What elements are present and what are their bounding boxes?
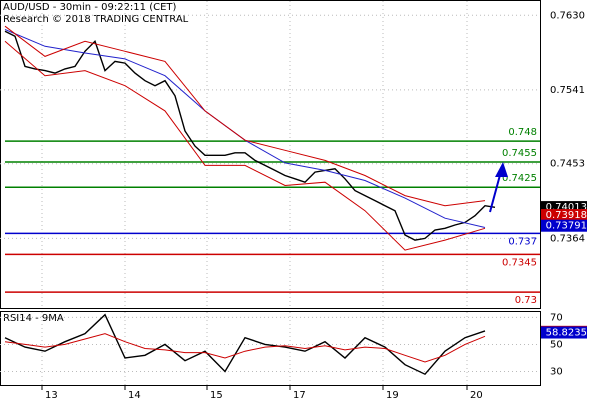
price-marker bbox=[541, 219, 587, 232]
series-line bbox=[4, 30, 496, 241]
series-line bbox=[4, 333, 486, 363]
level-label: 0.73 bbox=[515, 295, 537, 306]
price-marker-label: 0.73791 bbox=[546, 221, 587, 232]
y-tick-label: 0.7453 bbox=[550, 159, 585, 170]
level-label: 0.737 bbox=[508, 236, 537, 247]
y-tick-label: 0.7630 bbox=[550, 10, 585, 21]
price-marker bbox=[541, 326, 587, 339]
y-tick-label: 0.7364 bbox=[550, 233, 585, 244]
price-marker-label: 58.8235 bbox=[546, 328, 587, 339]
level-label: 0.748 bbox=[508, 127, 537, 138]
arrow bbox=[489, 162, 508, 213]
series-line bbox=[4, 40, 486, 251]
price-marker bbox=[541, 209, 587, 222]
price-marker-label: 0.73918 bbox=[546, 210, 587, 221]
y-tick-label: 30 bbox=[550, 366, 563, 377]
x-tick-label: 19 bbox=[386, 390, 399, 400]
level-label: 0.7425 bbox=[502, 173, 537, 184]
price-frame bbox=[0, 0, 541, 309]
x-tick-label: 14 bbox=[128, 390, 141, 400]
series-line bbox=[4, 25, 486, 207]
chart-title: AUD/USD - 30min - 09:22:11 (CET) bbox=[3, 2, 177, 13]
y-tick-label: 0.7541 bbox=[550, 85, 585, 96]
rsi-title: RSI14 - 9MA bbox=[3, 313, 64, 324]
rsi-frame bbox=[0, 311, 541, 386]
chart-subtitle: Research © 2018 TRADING CENTRAL bbox=[3, 14, 189, 25]
price-marker-label: 0.74013 bbox=[546, 202, 587, 213]
series-line bbox=[4, 313, 486, 376]
x-tick-label: 13 bbox=[45, 390, 58, 400]
x-tick-label: 15 bbox=[210, 390, 223, 400]
level-label: 0.7455 bbox=[502, 148, 537, 159]
level-label: 0.7345 bbox=[502, 257, 537, 268]
y-tick-label: 70 bbox=[550, 312, 563, 323]
x-tick-label: 17 bbox=[293, 390, 306, 400]
y-tick-label: 50 bbox=[550, 339, 563, 350]
x-tick-label: 20 bbox=[470, 390, 483, 400]
